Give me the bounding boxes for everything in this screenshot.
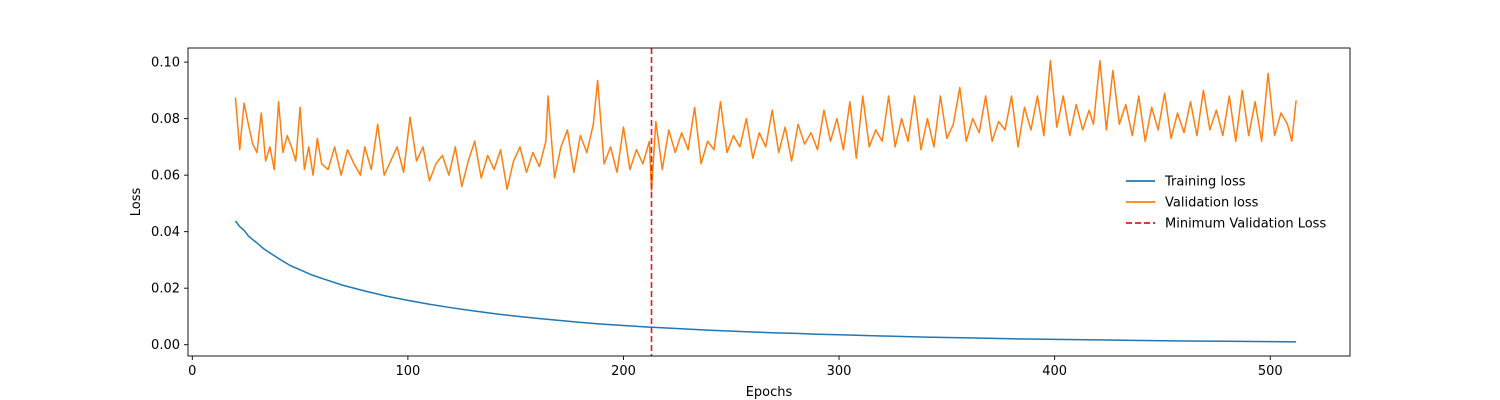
x-tick-label: 400	[1042, 364, 1067, 379]
x-tick-label: 500	[1258, 364, 1283, 379]
legend-entry-training-loss: Training loss	[1126, 175, 1246, 190]
y-tick-label: 0.06	[151, 169, 180, 184]
x-tick-label: 200	[611, 364, 636, 379]
legend: Training loss Validation loss Minimum Vali…	[1126, 175, 1326, 232]
plot-frame	[187, 47, 1351, 357]
y-tick-label: 0.08	[151, 112, 180, 127]
y-tick-label: 0.00	[151, 338, 180, 353]
x-tick-label: 0	[188, 364, 196, 379]
y-axis-label: Loss	[129, 188, 144, 217]
y-tick-label: 0.02	[151, 282, 180, 297]
legend-label: Validation loss	[1165, 196, 1259, 211]
y-tick-label: 0.04	[151, 225, 180, 240]
legend-label: Training loss	[1164, 175, 1246, 190]
legend-entry-validation-loss: Validation loss	[1126, 196, 1259, 211]
legend-entry-min-validation-loss: Minimum Validation Loss	[1126, 217, 1326, 232]
legend-label: Minimum Validation Loss	[1165, 217, 1326, 232]
series-line-validation-loss	[234, 59, 1297, 192]
x-tick-label: 300	[827, 364, 852, 379]
y-tick-label: 0.10	[151, 56, 180, 71]
series-line-training-loss	[234, 220, 1297, 343]
x-axis-label: Epochs	[746, 385, 793, 400]
x-tick-label: 100	[395, 364, 420, 379]
